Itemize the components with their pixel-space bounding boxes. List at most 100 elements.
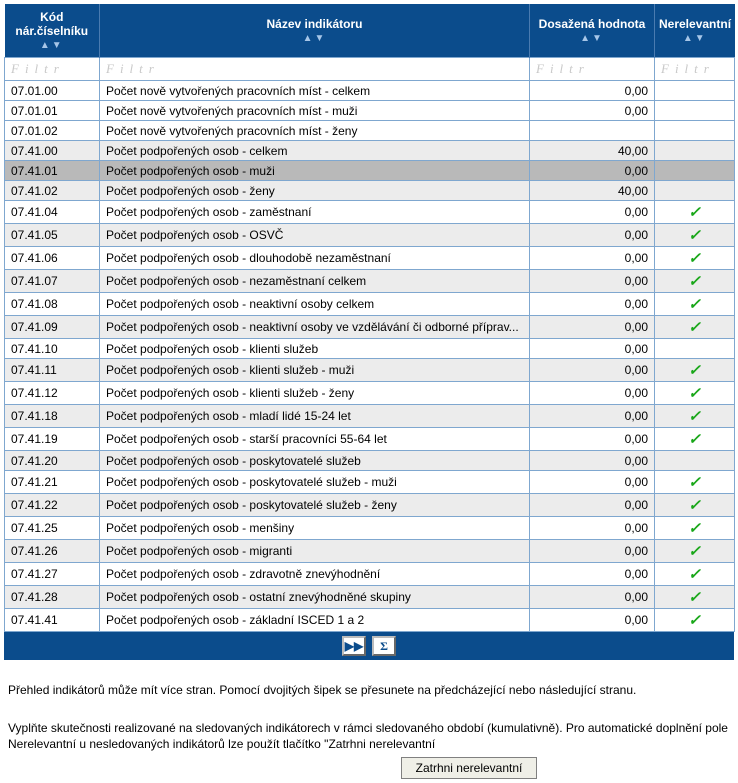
cell-name: Počet podpořených osob - migranti — [100, 540, 530, 563]
cell-value[interactable] — [530, 121, 655, 141]
cell-relevant[interactable] — [655, 161, 735, 181]
cell-relevant[interactable]: ✓ — [655, 382, 735, 405]
table-row[interactable]: 07.41.20Počet podpořených osob - poskyto… — [5, 451, 735, 471]
cell-relevant[interactable]: ✓ — [655, 428, 735, 451]
cell-relevant[interactable] — [655, 101, 735, 121]
table-row[interactable]: 07.01.01Počet nově vytvořených pracovníc… — [5, 101, 735, 121]
cell-relevant[interactable]: ✓ — [655, 316, 735, 339]
cell-name: Počet podpořených osob - neaktivní osoby… — [100, 293, 530, 316]
filter-rel-input[interactable]: Filtr — [655, 58, 735, 81]
cell-relevant[interactable]: ✓ — [655, 270, 735, 293]
cell-relevant[interactable]: ✓ — [655, 517, 735, 540]
check-icon: ✓ — [688, 204, 701, 221]
table-row[interactable]: 07.41.41Počet podpořených osob - základn… — [5, 609, 735, 632]
table-row[interactable]: 07.41.07Počet podpořených osob - nezaměs… — [5, 270, 735, 293]
cell-value[interactable]: 0,00 — [530, 494, 655, 517]
table-row[interactable]: 07.41.22Počet podpořených osob - poskyto… — [5, 494, 735, 517]
check-icon: ✓ — [688, 296, 701, 313]
cell-value[interactable]: 0,00 — [530, 586, 655, 609]
cell-relevant[interactable]: ✓ — [655, 405, 735, 428]
cell-value[interactable]: 0,00 — [530, 316, 655, 339]
table-row[interactable]: 07.41.08Počet podpořených osob - neaktiv… — [5, 293, 735, 316]
cell-relevant[interactable]: ✓ — [655, 540, 735, 563]
table-row[interactable]: 07.41.00Počet podpořených osob - celkem4… — [5, 141, 735, 161]
sort-arrows-icon[interactable]: ▲▼ — [9, 40, 96, 51]
cell-code: 07.41.19 — [5, 428, 100, 451]
cell-relevant[interactable]: ✓ — [655, 201, 735, 224]
sort-arrows-icon[interactable]: ▲▼ — [534, 33, 650, 44]
sort-arrows-icon[interactable]: ▲▼ — [104, 33, 525, 44]
col-header-code[interactable]: Kód nár.číselníku ▲▼ — [5, 4, 100, 58]
cell-relevant[interactable]: ✓ — [655, 359, 735, 382]
cell-value[interactable]: 0,00 — [530, 609, 655, 632]
cell-value[interactable]: 0,00 — [530, 293, 655, 316]
cell-relevant[interactable]: ✓ — [655, 224, 735, 247]
cell-value[interactable]: 0,00 — [530, 270, 655, 293]
table-row[interactable]: 07.41.28Počet podpořených osob - ostatní… — [5, 586, 735, 609]
cell-value[interactable]: 0,00 — [530, 405, 655, 428]
table-row[interactable]: 07.41.01Počet podpořených osob - muži0,0… — [5, 161, 735, 181]
col-header-rel[interactable]: Nerelevantní ▲▼ — [655, 4, 735, 58]
table-row[interactable]: 07.41.26Počet podpořených osob - migrant… — [5, 540, 735, 563]
table-row[interactable]: 07.41.04Počet podpořených osob - zaměstn… — [5, 201, 735, 224]
cell-value[interactable]: 40,00 — [530, 181, 655, 201]
zatrhni-nerelevantni-button[interactable]: Zatrhni nerelevantní — [401, 757, 538, 779]
table-row[interactable]: 07.41.06Počet podpořených osob - dlouhod… — [5, 247, 735, 270]
table-row[interactable]: 07.41.19Počet podpořených osob - starší … — [5, 428, 735, 451]
cell-relevant[interactable]: ✓ — [655, 494, 735, 517]
cell-relevant[interactable] — [655, 451, 735, 471]
cell-value[interactable]: 0,00 — [530, 471, 655, 494]
table-row[interactable]: 07.41.09Počet podpořených osob - neaktiv… — [5, 316, 735, 339]
cell-value[interactable]: 0,00 — [530, 81, 655, 101]
sort-arrows-icon[interactable]: ▲▼ — [659, 33, 731, 44]
cell-value[interactable]: 0,00 — [530, 339, 655, 359]
table-row[interactable]: 07.41.21Počet podpořených osob - poskyto… — [5, 471, 735, 494]
col-header-value[interactable]: Dosažená hodnota ▲▼ — [530, 4, 655, 58]
cell-value[interactable]: 0,00 — [530, 540, 655, 563]
table-row[interactable]: 07.41.02Počet podpořených osob - ženy40,… — [5, 181, 735, 201]
cell-relevant[interactable]: ✓ — [655, 563, 735, 586]
cell-name: Počet podpořených osob - poskytovatelé s… — [100, 494, 530, 517]
filter-value-input[interactable]: Filtr — [530, 58, 655, 81]
filter-name-input[interactable]: Filtr — [100, 58, 530, 81]
cell-relevant[interactable]: ✓ — [655, 586, 735, 609]
cell-relevant[interactable] — [655, 339, 735, 359]
cell-relevant[interactable]: ✓ — [655, 247, 735, 270]
cell-relevant[interactable] — [655, 121, 735, 141]
cell-relevant[interactable] — [655, 141, 735, 161]
table-row[interactable]: 07.41.27Počet podpořených osob - zdravot… — [5, 563, 735, 586]
table-row[interactable]: 07.41.12Počet podpořených osob - klienti… — [5, 382, 735, 405]
sum-button[interactable]: Σ — [372, 636, 396, 656]
filter-code-input[interactable]: Filtr — [5, 58, 100, 81]
cell-value[interactable]: 0,00 — [530, 359, 655, 382]
cell-relevant[interactable] — [655, 81, 735, 101]
cell-relevant[interactable]: ✓ — [655, 293, 735, 316]
cell-relevant[interactable]: ✓ — [655, 471, 735, 494]
table-row[interactable]: 07.01.02Počet nově vytvořených pracovníc… — [5, 121, 735, 141]
cell-name: Počet podpořených osob - mladí lidé 15-2… — [100, 405, 530, 428]
table-row[interactable]: 07.41.25Počet podpořených osob - menšiny… — [5, 517, 735, 540]
cell-relevant[interactable] — [655, 181, 735, 201]
cell-value[interactable]: 0,00 — [530, 382, 655, 405]
cell-value[interactable]: 0,00 — [530, 161, 655, 181]
table-row[interactable]: 07.41.05Počet podpořených osob - OSVČ0,0… — [5, 224, 735, 247]
cell-value[interactable]: 0,00 — [530, 451, 655, 471]
check-icon: ✓ — [688, 589, 701, 606]
next-page-button[interactable]: ▶▶ — [342, 636, 366, 656]
table-row[interactable]: 07.41.11Počet podpořených osob - klienti… — [5, 359, 735, 382]
cell-value[interactable]: 0,00 — [530, 101, 655, 121]
table-row[interactable]: 07.41.10Počet podpořených osob - klienti… — [5, 339, 735, 359]
cell-value[interactable]: 0,00 — [530, 428, 655, 451]
cell-value[interactable]: 0,00 — [530, 563, 655, 586]
cell-relevant[interactable]: ✓ — [655, 609, 735, 632]
cell-value[interactable]: 0,00 — [530, 201, 655, 224]
cell-value[interactable]: 0,00 — [530, 517, 655, 540]
col-header-name[interactable]: Název indikátoru ▲▼ — [100, 4, 530, 58]
cell-value[interactable]: 40,00 — [530, 141, 655, 161]
cell-value[interactable]: 0,00 — [530, 224, 655, 247]
cell-name: Počet podpořených osob - ženy — [100, 181, 530, 201]
cell-name: Počet podpořených osob - nezaměstnaní ce… — [100, 270, 530, 293]
cell-value[interactable]: 0,00 — [530, 247, 655, 270]
table-row[interactable]: 07.01.00Počet nově vytvořených pracovníc… — [5, 81, 735, 101]
table-row[interactable]: 07.41.18Počet podpořených osob - mladí l… — [5, 405, 735, 428]
